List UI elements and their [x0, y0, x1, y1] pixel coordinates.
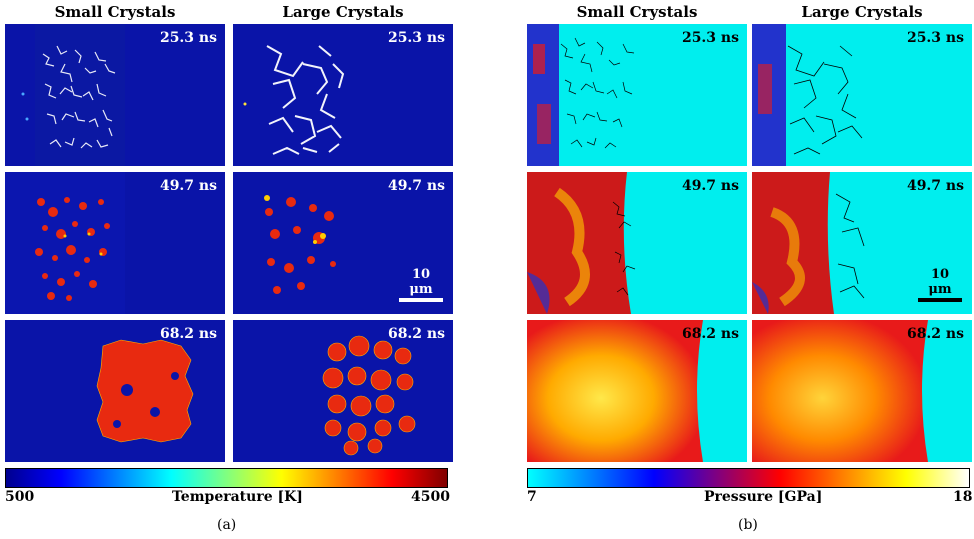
a-small-t1-image: [5, 24, 225, 166]
b-panel-large-t3: 68.2 ns: [752, 320, 972, 462]
b-panel-large-t2: 49.7 ns 10 μm: [752, 172, 972, 314]
a-small-t2-time: 49.7 ns: [159, 178, 217, 194]
b-small-t3-time: 68.2 ns: [681, 326, 739, 342]
a-temperature-colorbar: [5, 468, 448, 488]
a-small-t2-image: [5, 172, 225, 314]
b-small-t2-time: 49.7 ns: [681, 178, 739, 194]
b-pressure-colorbar: [527, 468, 970, 488]
b-panel-small-t1: 25.3 ns: [527, 24, 747, 166]
a-large-t3-image: [233, 320, 453, 462]
b-large-t2-image: [752, 172, 972, 314]
b-scale-bar: 10 μm: [918, 267, 962, 302]
b-large-t1-image: [752, 24, 972, 166]
b-scale-bar-line: [918, 298, 962, 302]
a-panel-small-t3: 68.2 ns: [5, 320, 225, 462]
a-large-t1-time: 25.3 ns: [387, 30, 445, 46]
b-large-t3-time: 68.2 ns: [906, 326, 964, 342]
a-large-t2-image: [233, 172, 453, 314]
a-large-t2-time: 49.7 ns: [387, 178, 445, 194]
b-col-title-large: Large Crystals: [801, 3, 923, 21]
b-colorbar-max: 18: [953, 489, 973, 505]
a-panel-large-t2: 49.7 ns 10 μm: [233, 172, 453, 314]
a-panel-small-t1: 25.3 ns: [5, 24, 225, 166]
b-panel-small-t2: 49.7 ns: [527, 172, 747, 314]
a-small-t1-time: 25.3 ns: [159, 30, 217, 46]
b-panel-small-t3: 68.2 ns: [527, 320, 747, 462]
a-panel-small-t2: 49.7 ns: [5, 172, 225, 314]
b-small-t1-time: 25.3 ns: [681, 30, 739, 46]
b-panel-large-t1: 25.3 ns: [752, 24, 972, 166]
subfigure-label-b: (b): [738, 517, 758, 533]
a-small-t3-time: 68.2 ns: [159, 326, 217, 342]
b-large-t1-time: 25.3 ns: [906, 30, 964, 46]
b-large-t3-image: [752, 320, 972, 462]
b-small-t3-image: [527, 320, 747, 462]
a-scale-bar-label: 10 μm: [409, 267, 433, 297]
a-large-t1-image: [233, 24, 453, 166]
a-panel-large-t3: 68.2 ns: [233, 320, 453, 462]
a-colorbar-min: 500: [5, 489, 35, 505]
b-colorbar-label: Pressure [GPa]: [704, 489, 823, 505]
a-large-t3-time: 68.2 ns: [387, 326, 445, 342]
a-colorbar-label: Temperature [K]: [172, 489, 303, 505]
b-scale-bar-label: 10 μm: [928, 267, 952, 297]
subfigure-label-a: (a): [217, 517, 237, 533]
a-panel-large-t1: 25.3 ns: [233, 24, 453, 166]
b-small-t1-image: [527, 24, 747, 166]
a-colorbar-max: 4500: [411, 489, 450, 505]
b-colorbar-min: 7: [527, 489, 537, 505]
b-small-t2-image: [527, 172, 747, 314]
b-col-title-small: Small Crystals: [576, 3, 698, 21]
a-col-title-large: Large Crystals: [282, 3, 404, 21]
a-small-t3-image: [5, 320, 225, 462]
a-scale-bar: 10 μm: [399, 267, 443, 302]
a-col-title-small: Small Crystals: [54, 3, 176, 21]
b-large-t2-time: 49.7 ns: [906, 178, 964, 194]
a-scale-bar-line: [399, 298, 443, 302]
